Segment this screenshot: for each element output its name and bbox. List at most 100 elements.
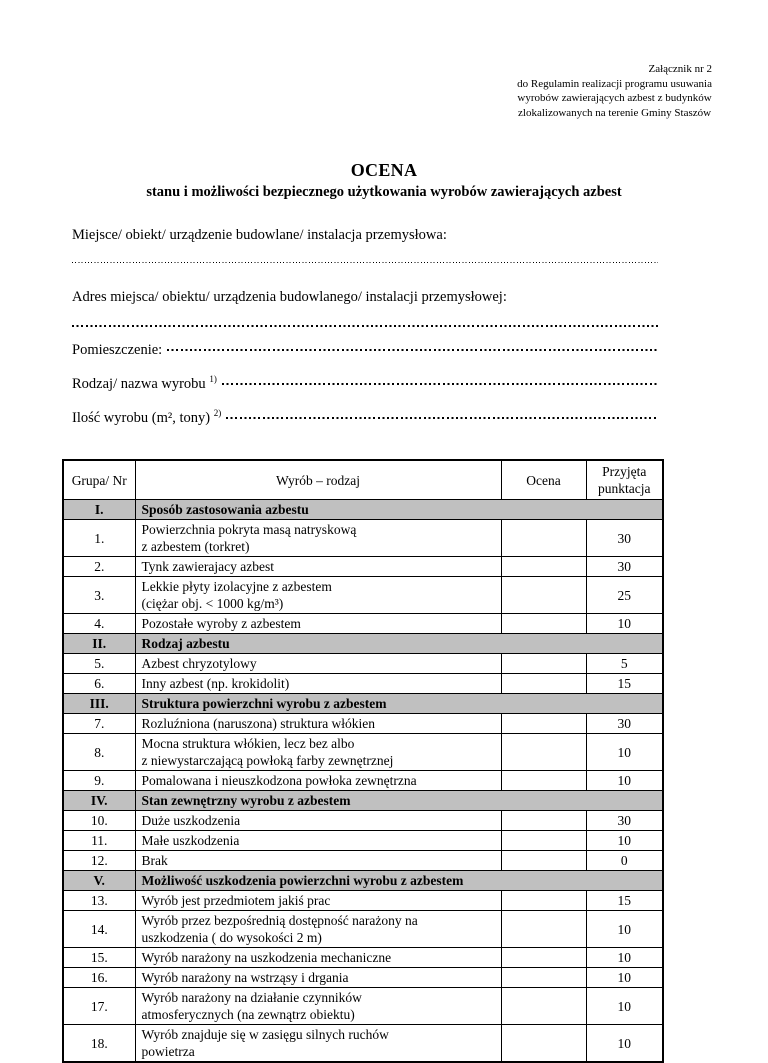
row-ocena-cell — [500, 673, 587, 694]
row-punktacja-cell: 25 — [585, 576, 664, 614]
row-punktacja-cell: 10 — [585, 910, 664, 948]
address-write-in-line — [72, 324, 658, 327]
footnote-ref-1: 1) — [209, 374, 217, 385]
row-label-cell: Wyrób narażony na uszkodzenia mechaniczn… — [134, 947, 502, 968]
row-punktacja-cell: 10 — [585, 830, 664, 851]
row-punktacja-cell: 10 — [585, 733, 664, 771]
table-row: 6. Inny azbest (np. krokidolit) 15 — [62, 673, 664, 694]
table-row: 15. Wyrób narażony na uszkodzenia mechan… — [62, 947, 664, 968]
attachment-line-3: wyrobów zawierających azbest z budynków — [517, 92, 712, 104]
page-title: OCENA — [350, 160, 418, 180]
row-label-cell: Lekkie płyty izolacyjne z azbestem (cięż… — [134, 576, 502, 614]
table-row: 18. Wyrób znajduje się w zasięgu silnych… — [62, 1024, 664, 1063]
row-ocena-cell — [500, 653, 587, 674]
row-punktacja-cell: 30 — [585, 810, 664, 831]
table-row: 3. Lekkie płyty izolacyjne z azbestem (c… — [62, 576, 664, 614]
row-number-cell: 5. — [62, 653, 136, 674]
row-label-cell: Wyrób narażony na działanie czynników at… — [134, 987, 502, 1025]
section-title-cell: Struktura powierzchni wyrobu z azbestem — [134, 693, 664, 714]
row-label-cell: Wyrób znajduje się w zasięgu silnych ruc… — [134, 1024, 502, 1063]
row-ocena-cell — [500, 556, 587, 577]
row-number-cell: 14. — [62, 910, 136, 948]
row-label-cell: Wyrób przez bezpośrednią dostępność nara… — [134, 910, 502, 948]
header-grupa-nr: Grupa/ Nr — [62, 459, 136, 500]
row-ocena-cell — [500, 947, 587, 968]
product-label: Rodzaj/ nazwa wyrobu 1) — [72, 374, 217, 392]
table-row: 5. Azbest chryzotylowy 5 — [62, 653, 664, 674]
section-number-cell: III. — [62, 693, 136, 714]
header-wyrob-rodzaj: Wyrób – rodzaj — [134, 459, 502, 500]
row-number-cell: 13. — [62, 890, 136, 911]
attachment-line-2: do Regulamin realizacji programu usuwani… — [517, 77, 712, 90]
row-ocena-cell — [500, 830, 587, 851]
row-punktacja-cell: 30 — [585, 713, 664, 734]
row-ocena-cell — [500, 967, 587, 988]
section-number-cell: I. — [62, 499, 136, 520]
table-section-row: I. Sposób zastosowania azbestu — [62, 499, 664, 520]
table-row: 4. Pozostałe wyroby z azbestem 10 — [62, 613, 664, 634]
table-section-row: V. Możliwość uszkodzenia powierzchni wyr… — [62, 870, 664, 891]
row-number-cell: 1. — [62, 519, 136, 557]
row-ocena-cell — [500, 613, 587, 634]
row-ocena-cell — [500, 770, 587, 791]
table-row: 17. Wyrób narażony na działanie czynnikó… — [62, 987, 664, 1025]
attachment-line-4: zlokalizowanych na terenie Gminy Staszów — [518, 106, 712, 119]
row-punktacja-cell: 10 — [585, 770, 664, 791]
row-number-cell: 3. — [62, 576, 136, 614]
room-field: Pomieszczenie: — [72, 340, 658, 361]
row-punktacja-cell: 30 — [585, 519, 664, 557]
row-number-cell: 7. — [62, 713, 136, 734]
row-ocena-cell — [500, 850, 587, 871]
assessment-table-container: Grupa/ Nr Wyrób – rodzaj Ocena Przyjęta … — [62, 459, 664, 1063]
row-number-cell: 16. — [62, 967, 136, 988]
row-number-cell: 12. — [62, 850, 136, 871]
row-ocena-cell — [500, 713, 587, 734]
row-label-cell: Azbest chryzotylowy — [134, 653, 502, 674]
row-label-cell: Inny azbest (np. krokidolit) — [134, 673, 502, 694]
row-ocena-cell — [500, 810, 587, 831]
table-row: 10. Duże uszkodzenia 30 — [62, 810, 664, 831]
row-punktacja-cell: 10 — [585, 1024, 664, 1063]
row-label-cell: Wyrób narażony na wstrząsy i drgania — [134, 967, 502, 988]
table-row: 1. Powierzchnia pokryta masą natryskową … — [62, 519, 664, 557]
row-ocena-cell — [500, 733, 587, 771]
page-subtitle: stanu i możliwości bezpiecznego użytkowa… — [146, 184, 622, 200]
row-label-cell: Małe uszkodzenia — [134, 830, 502, 851]
row-ocena-cell — [500, 519, 587, 557]
table-row: 11. Małe uszkodzenia 10 — [62, 830, 664, 851]
section-number-cell: IV. — [62, 790, 136, 811]
row-punktacja-cell: 5 — [585, 653, 664, 674]
document-page: Załącznik nr 2 do Regulamin realizacji p… — [0, 62, 768, 1063]
row-punktacja-cell: 10 — [585, 987, 664, 1025]
section-number-cell: V. — [62, 870, 136, 891]
row-number-cell: 10. — [62, 810, 136, 831]
row-number-cell: 15. — [62, 947, 136, 968]
row-number-cell: 2. — [62, 556, 136, 577]
row-label-cell: Pozostałe wyroby z azbestem — [134, 613, 502, 634]
header-przyjeta-punktacja: Przyjęta punktacja — [585, 459, 664, 500]
row-punktacja-cell: 10 — [585, 967, 664, 988]
table-section-row: II. Rodzaj azbestu — [62, 633, 664, 654]
row-punktacja-cell: 10 — [585, 613, 664, 634]
row-label-cell: Pomalowana i nieuszkodzona powłoka zewnę… — [134, 770, 502, 791]
row-label-cell: Wyrób jest przedmiotem jakiś prac — [134, 890, 502, 911]
row-ocena-cell — [500, 987, 587, 1025]
row-label-cell: Rozluźniona (naruszona) struktura włókie… — [134, 713, 502, 734]
row-label-cell: Tynk zawierajacy azbest — [134, 556, 502, 577]
row-number-cell: 9. — [62, 770, 136, 791]
section-title-cell: Sposób zastosowania azbestu — [134, 499, 664, 520]
header-ocena: Ocena — [500, 459, 587, 500]
room-label: Pomieszczenie: — [72, 342, 163, 358]
row-label-cell: Powierzchnia pokryta masą natryskową z a… — [134, 519, 502, 557]
table-row: 12. Brak 0 — [62, 850, 664, 871]
quantity-field: Ilość wyrobu (m², tony) 2) — [72, 408, 658, 429]
quantity-label: Ilość wyrobu (m², tony) 2) — [72, 408, 222, 426]
section-title-cell: Stan zewnętrzny wyrobu z azbestem — [134, 790, 664, 811]
row-label-cell: Mocna struktura włókien, lecz bez albo z… — [134, 733, 502, 771]
place-write-in-line — [72, 260, 658, 263]
row-ocena-cell — [500, 890, 587, 911]
assessment-table: Grupa/ Nr Wyrób – rodzaj Ocena Przyjęta … — [62, 459, 664, 1063]
table-row: 7. Rozluźniona (naruszona) struktura włó… — [62, 713, 664, 734]
row-number-cell: 4. — [62, 613, 136, 634]
row-label-cell: Brak — [134, 850, 502, 871]
